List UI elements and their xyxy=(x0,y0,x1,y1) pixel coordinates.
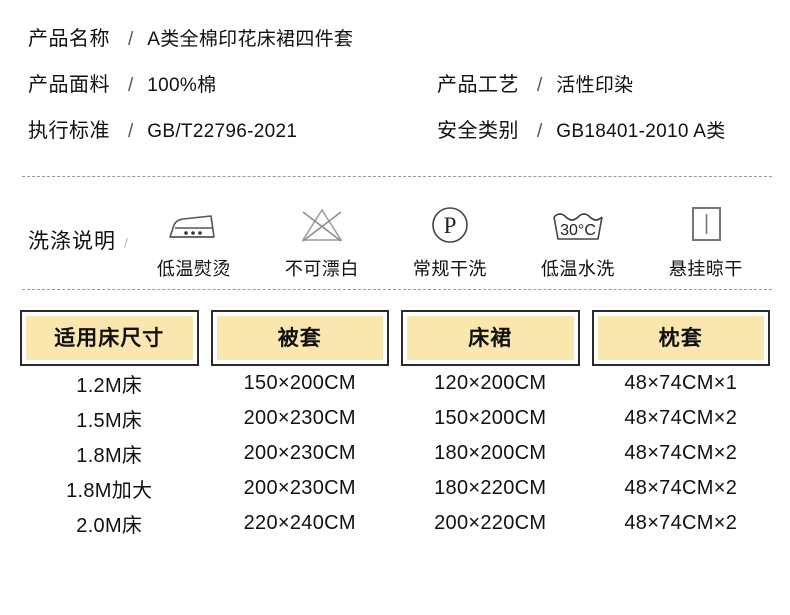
table-cell-bed-size: 1.8M加大 xyxy=(66,480,153,502)
care-item-hang-dry: 悬挂晾干 xyxy=(658,201,754,281)
spec-item-safety-category: 安全类别 / GB18401-2010 A类 xyxy=(437,114,726,143)
wash-care-block: 洗涤说明 / 低温熨烫 xyxy=(0,177,790,289)
spec-label: 产品面料 xyxy=(28,74,110,96)
care-item-label: 低温熨烫 xyxy=(156,259,231,279)
wash-care-title-wrap: 洗涤说明 / xyxy=(0,201,128,255)
spec-label: 产品名称 xyxy=(28,28,110,50)
care-item-label: 常规干洗 xyxy=(412,259,487,279)
spec-label: 产品工艺 xyxy=(437,74,519,96)
size-table-header-label: 被套 xyxy=(216,316,383,360)
wash-care-icon-list: 低温熨烫 不可漂白 P 常规干洗 xyxy=(128,201,790,281)
care-item-label: 低温水洗 xyxy=(540,259,615,279)
wash-care-separator-slash: / xyxy=(124,235,128,251)
table-cell-bed-size: 1.5M床 xyxy=(76,410,143,432)
wash-care-title: 洗涤说明 xyxy=(28,230,116,253)
table-cell-bed-size: 1.8M床 xyxy=(76,445,143,467)
spec-value: GB/T22796-2021 xyxy=(147,121,298,142)
care-item-no-bleach: 不可漂白 xyxy=(274,201,370,281)
size-table-header-label: 床裙 xyxy=(407,316,574,360)
size-table-header-label: 枕套 xyxy=(597,316,764,360)
table-row: 1.5M床 200×230CM 150×200CM 48×74CM×2 xyxy=(0,401,790,436)
size-table-header-pillowcase: 枕套 xyxy=(591,310,770,366)
iron-low-temp-icon xyxy=(162,201,226,249)
table-cell-pillowcase: 48×74CM×2 xyxy=(624,407,738,429)
spec-row: 执行标准 / GB/T22796-2021 安全类别 / GB18401-201… xyxy=(0,114,790,160)
wash-tub-30c-icon: 30°C xyxy=(543,201,613,249)
no-bleach-icon xyxy=(294,201,350,249)
spec-item-standard: 执行标准 / GB/T22796-2021 xyxy=(0,114,437,143)
size-table-header-duvet-cover: 被套 xyxy=(210,310,389,366)
table-cell-bed-size: 1.2M床 xyxy=(76,375,143,397)
table-row: 1.8M加大 200×230CM 180×220CM 48×74CM×2 xyxy=(0,471,790,506)
spec-value: GB18401-2010 A类 xyxy=(556,121,726,142)
table-cell-bed-skirt: 150×200CM xyxy=(434,407,547,429)
table-row: 1.8M床 200×230CM 180×200CM 48×74CM×2 xyxy=(0,436,790,471)
table-cell-bed-skirt: 120×200CM xyxy=(434,372,547,394)
care-item-label: 不可漂白 xyxy=(284,259,359,279)
table-row: 1.2M床 150×200CM 120×200CM 48×74CM×1 xyxy=(0,366,790,401)
table-cell-pillowcase: 48×74CM×2 xyxy=(624,442,738,464)
spec-separator-slash: / xyxy=(128,29,134,50)
table-cell-pillowcase: 48×74CM×2 xyxy=(624,477,738,499)
spec-value: 活性印染 xyxy=(556,75,634,96)
table-cell-duvet-cover: 200×230CM xyxy=(243,442,356,464)
product-spec-block: 产品名称 / A类全棉印花床裙四件套 产品面料 / 100%棉 产品工艺 / 活… xyxy=(0,0,790,160)
spec-item-fabric: 产品面料 / 100%棉 xyxy=(0,68,437,97)
table-cell-pillowcase: 48×74CM×1 xyxy=(624,372,738,394)
care-item-label: 悬挂晾干 xyxy=(668,259,743,279)
table-cell-pillowcase: 48×74CM×2 xyxy=(624,512,738,534)
spec-separator-slash: / xyxy=(128,121,134,142)
table-cell-bed-skirt: 200×220CM xyxy=(434,512,547,534)
spec-separator-slash: / xyxy=(128,75,134,96)
spec-label: 执行标准 xyxy=(28,120,110,142)
table-cell-duvet-cover: 220×240CM xyxy=(243,512,356,534)
spec-row: 产品面料 / 100%棉 产品工艺 / 活性印染 xyxy=(0,68,790,114)
table-cell-bed-skirt: 180×200CM xyxy=(434,442,547,464)
table-cell-bed-skirt: 180×220CM xyxy=(434,477,547,499)
size-table: 适用床尺寸 被套 床裙 枕套 1.2M床 150×200CM 120×200CM… xyxy=(0,290,790,541)
spec-item-process: 产品工艺 / 活性印染 xyxy=(437,68,633,97)
spec-item-product-name: 产品名称 / A类全棉印花床裙四件套 xyxy=(0,22,437,51)
section-divider-bottom xyxy=(22,289,772,290)
table-cell-duvet-cover: 200×230CM xyxy=(243,407,356,429)
table-cell-duvet-cover: 200×230CM xyxy=(243,477,356,499)
table-cell-bed-size: 2.0M床 xyxy=(76,515,143,537)
table-cell-duvet-cover: 150×200CM xyxy=(243,372,356,394)
size-table-header-row: 适用床尺寸 被套 床裙 枕套 xyxy=(0,310,790,366)
spec-separator-slash: / xyxy=(537,75,543,96)
size-table-header-bed-size: 适用床尺寸 xyxy=(20,310,199,366)
size-table-header-label: 适用床尺寸 xyxy=(26,316,193,360)
spec-row: 产品名称 / A类全棉印花床裙四件套 xyxy=(0,22,790,68)
care-item-wash-30c: 30°C 低温水洗 xyxy=(530,201,626,281)
spec-separator-slash: / xyxy=(537,121,543,142)
care-item-dry-clean: P 常规干洗 xyxy=(402,201,498,281)
wash-temperature-label: 30°C xyxy=(560,222,596,239)
section-divider-top xyxy=(22,176,772,177)
spec-value: 100%棉 xyxy=(147,75,217,96)
care-item-iron-low-temp: 低温熨烫 xyxy=(146,201,242,281)
spec-value: A类全棉印花床裙四件套 xyxy=(147,29,354,50)
size-table-header-bed-skirt: 床裙 xyxy=(401,310,580,366)
spec-label: 安全类别 xyxy=(437,120,519,142)
table-row: 2.0M床 220×240CM 200×220CM 48×74CM×2 xyxy=(0,506,790,541)
hang-dry-icon xyxy=(683,201,729,249)
svg-text:P: P xyxy=(443,213,456,238)
dry-clean-p-icon: P xyxy=(425,201,475,249)
